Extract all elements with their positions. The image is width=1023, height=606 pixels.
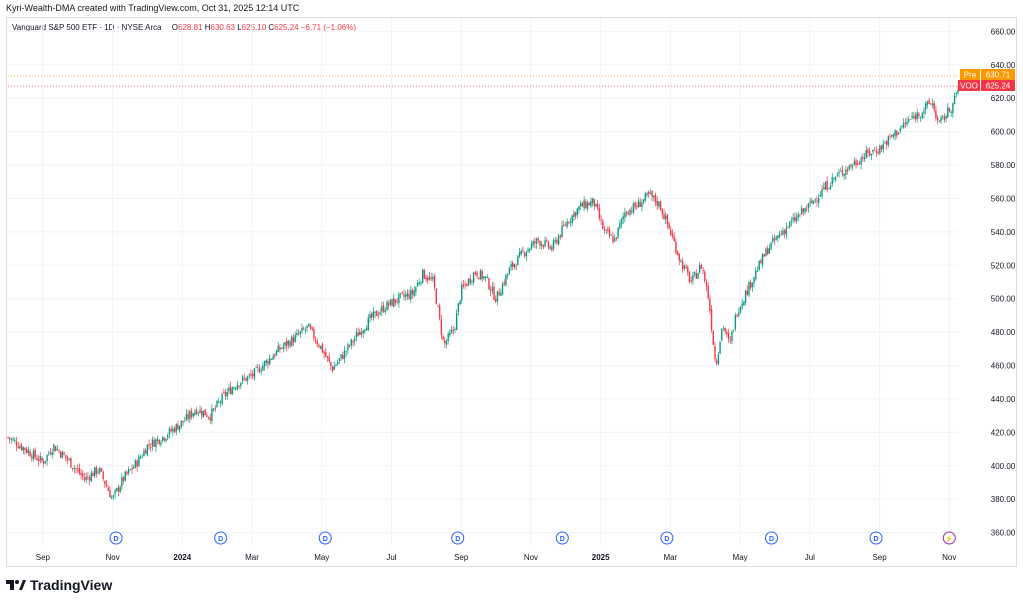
legend-change: −6.71 (−1.06%) bbox=[300, 23, 357, 32]
chart-caption: Kyri-Wealth-DMA created with TradingView… bbox=[6, 3, 300, 13]
legend-high-value: 630.63 bbox=[210, 23, 235, 32]
legend-high-label: H bbox=[204, 23, 211, 32]
tradingview-logo[interactable]: TradingView bbox=[6, 577, 112, 593]
chart-legend: Vanguard S&P 500 ETF · 1D · NYSE Arca O6… bbox=[12, 23, 356, 32]
legend-close-value: 625.24 bbox=[274, 23, 299, 32]
tradingview-brand: TradingView bbox=[30, 577, 113, 593]
legend-symbol[interactable]: Vanguard S&P 500 ETF · 1D · NYSE Arca bbox=[12, 23, 162, 32]
chart-frame[interactable] bbox=[6, 17, 1017, 567]
legend-low-value: 625.10 bbox=[241, 23, 267, 32]
legend-open-value: 628.81 bbox=[178, 23, 203, 32]
tradingview-logo-icon bbox=[6, 580, 26, 590]
legend-open-label: O bbox=[171, 23, 179, 32]
legend-close-label: C bbox=[268, 23, 275, 32]
legend-low-label: L bbox=[237, 23, 242, 32]
